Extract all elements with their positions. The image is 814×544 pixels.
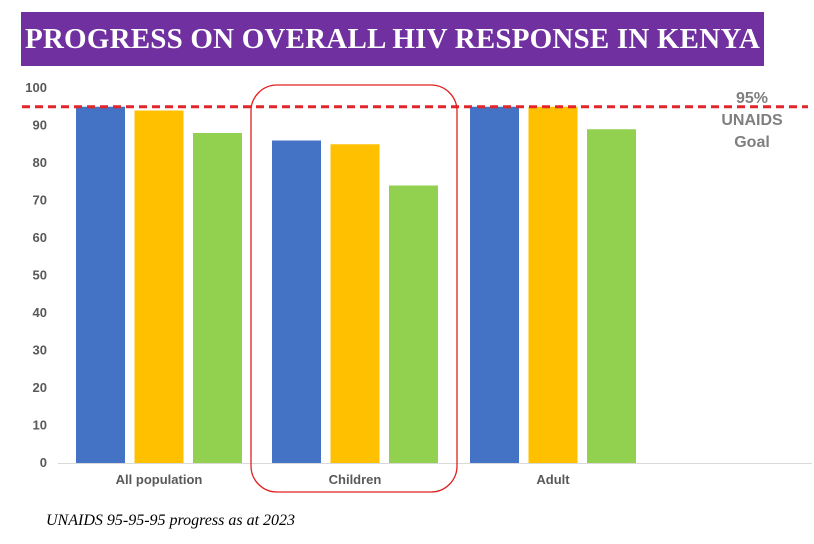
y-tick-label: 70	[33, 193, 47, 208]
y-axis: 0 10 20 30 40 50 60 70 80 90 100	[25, 80, 47, 470]
y-tick-label: 20	[33, 380, 47, 395]
y-tick-label: 90	[33, 118, 47, 133]
y-tick-label: 0	[40, 455, 47, 470]
bars	[76, 106, 636, 463]
x-tick-label: All population	[116, 472, 203, 487]
y-tick-label: 60	[33, 230, 47, 245]
bar	[389, 185, 438, 463]
y-tick-label: 40	[33, 305, 47, 320]
bar	[330, 144, 380, 463]
y-tick-label: 50	[33, 268, 47, 283]
children-highlight-box	[250, 84, 458, 493]
bar	[272, 140, 321, 463]
bar	[587, 129, 636, 463]
chart-title: PROGRESS ON OVERALL HIV RESPONSE IN KENY…	[25, 22, 760, 55]
y-tick-label: 30	[33, 343, 47, 358]
goal-line1: UNAIDS	[721, 112, 783, 129]
goal-label: 95% UNAIDS Goal	[705, 88, 799, 154]
caption: UNAIDS 95-95-95 progress as at 2023	[46, 512, 296, 529]
y-tick-label: 100	[25, 80, 47, 95]
title-banner: PROGRESS ON OVERALL HIV RESPONSE IN KENY…	[21, 12, 764, 66]
x-tick-label: Adult	[536, 472, 570, 487]
bar	[134, 110, 184, 463]
bar	[76, 106, 125, 463]
y-tick-label: 80	[33, 155, 47, 170]
x-axis: All population Children Adult	[116, 472, 571, 487]
bar	[470, 106, 519, 463]
x-tick-label: Children	[329, 472, 382, 487]
goal-line2: Goal	[734, 134, 770, 151]
bar	[193, 133, 242, 463]
y-tick-label: 10	[33, 418, 47, 433]
bar	[528, 106, 578, 463]
goal-percent: 95%	[735, 90, 769, 107]
